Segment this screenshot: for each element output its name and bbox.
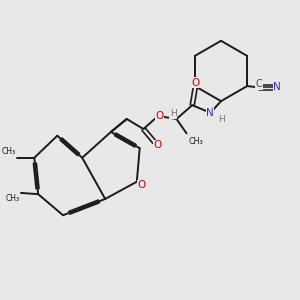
Text: O: O	[191, 78, 199, 88]
Text: O: O	[154, 140, 162, 150]
Text: N: N	[273, 82, 281, 92]
Text: N: N	[206, 108, 214, 118]
Text: CH₃: CH₃	[188, 137, 203, 146]
Text: C: C	[256, 79, 262, 89]
Text: H: H	[218, 115, 224, 124]
Text: O: O	[138, 180, 146, 190]
Text: CH₃: CH₃	[5, 194, 20, 203]
Text: H: H	[169, 109, 176, 118]
Text: O: O	[155, 111, 164, 121]
Text: CH₃: CH₃	[2, 147, 16, 156]
